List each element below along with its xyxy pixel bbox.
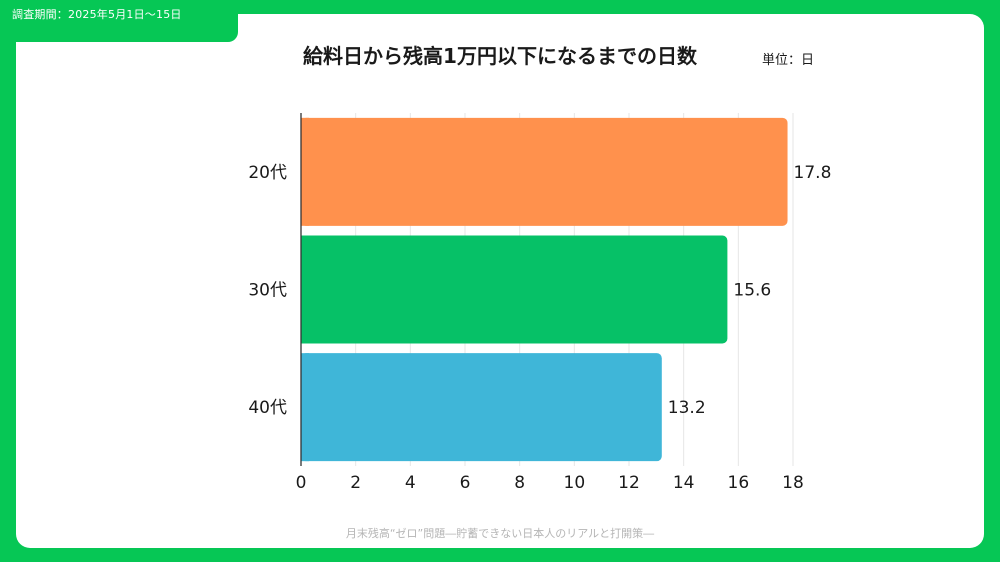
data-label: 13.2 — [668, 398, 706, 418]
footer-caption: 月末残高“ゼロ”問題―貯蓄できない日本人のリアルと打開策― — [345, 527, 655, 540]
period-tab — [16, 14, 238, 42]
bar-2-base — [301, 235, 309, 344]
x-tick-label: 0 — [296, 473, 307, 493]
unit-label: 単位：日 — [762, 53, 815, 68]
survey-period: 調査期間：2025年5月1日〜15日 — [12, 8, 182, 21]
bar-3 — [301, 353, 662, 462]
chart-title: 給料日から残高1万円以下になるまでの日数 — [303, 44, 697, 68]
data-label: 15.6 — [733, 281, 771, 301]
category-label: 20代 — [248, 163, 287, 183]
bar-1-base — [301, 117, 309, 226]
x-tick-label: 10 — [564, 473, 586, 493]
bar-1 — [301, 117, 788, 226]
category-label: 30代 — [248, 281, 287, 301]
x-tick-label: 4 — [405, 473, 416, 493]
x-tick-label: 8 — [514, 473, 525, 493]
x-tick-label: 12 — [618, 473, 640, 493]
bar-3-base — [301, 353, 309, 462]
category-label: 40代 — [248, 398, 287, 418]
x-tick-label: 2 — [350, 473, 361, 493]
bar-2 — [301, 235, 728, 344]
data-label: 17.8 — [794, 163, 832, 183]
x-tick-label: 16 — [728, 473, 750, 493]
x-tick-label: 14 — [673, 473, 695, 493]
x-tick-label: 18 — [782, 473, 804, 493]
x-tick-label: 6 — [460, 473, 471, 493]
